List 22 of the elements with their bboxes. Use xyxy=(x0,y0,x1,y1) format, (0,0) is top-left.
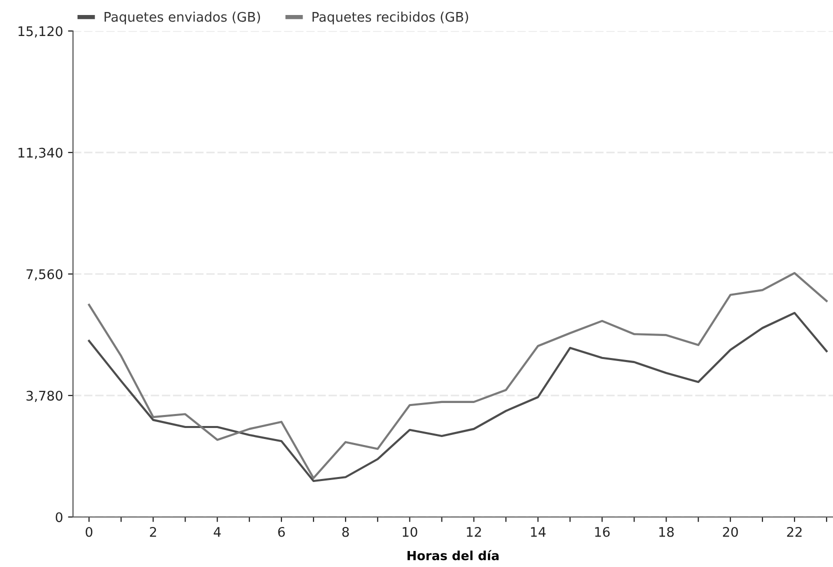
line-series xyxy=(88,272,828,480)
x-tick-label: 10 xyxy=(402,526,418,537)
y-tick-label: 15,120 xyxy=(18,26,62,38)
x-tick-label: 4 xyxy=(214,527,221,537)
y-tick-label: 0 xyxy=(56,512,62,522)
x-tick-label: 12 xyxy=(466,526,481,537)
legend-label: Paquetes enviados (GB) xyxy=(104,12,260,24)
x-tick-label: 0 xyxy=(86,526,92,537)
y-tick-label: 7,560 xyxy=(26,269,62,281)
x-axis-title: Horas del día xyxy=(408,550,499,560)
line-series xyxy=(88,312,828,482)
x-tick-label: 22 xyxy=(787,526,802,537)
x-tick-label: 2 xyxy=(150,526,156,537)
x-tick-label: 8 xyxy=(342,526,349,537)
x-tick-label: 6 xyxy=(278,526,285,537)
x-tick-label: 14 xyxy=(531,527,546,537)
x-tick-label: 18 xyxy=(659,526,674,537)
y-tick-label: 11,340 xyxy=(18,148,62,160)
x-tick-label: 16 xyxy=(595,526,610,537)
legend-label: Paquetes recibidos (GB) xyxy=(312,12,468,24)
y-tick-label: 3,780 xyxy=(26,390,62,402)
x-tick-label: 20 xyxy=(722,526,738,537)
